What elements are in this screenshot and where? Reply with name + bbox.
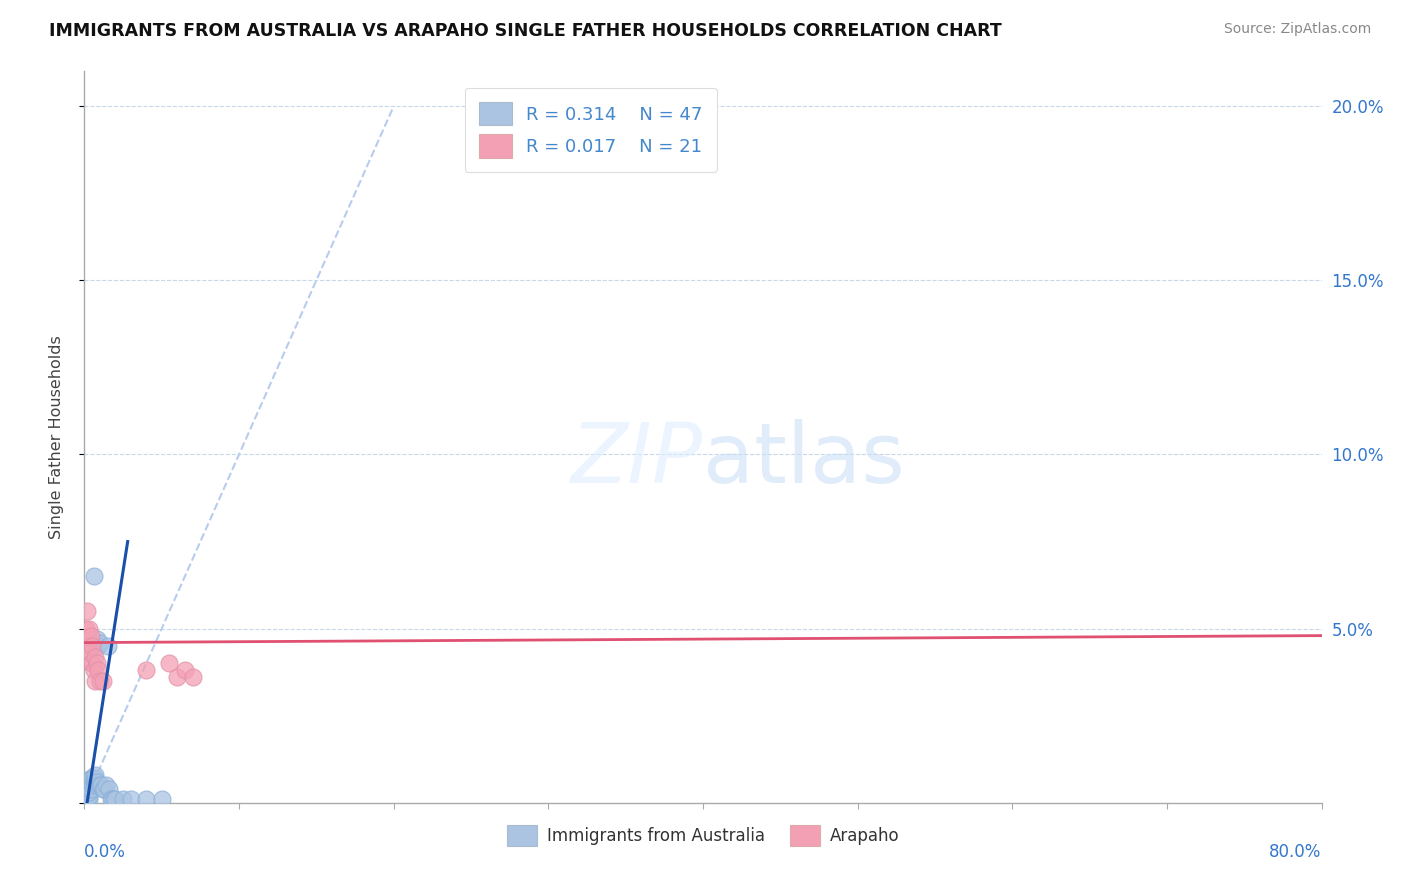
Point — [93, 781, 115, 796]
Point — [84, 775, 107, 789]
Point — [79, 781, 101, 796]
Point — [150, 792, 173, 806]
Point — [76, 789, 98, 803]
Text: 80.0%: 80.0% — [1270, 843, 1322, 861]
Point — [76, 604, 98, 618]
Point — [76, 792, 98, 806]
Point — [79, 775, 101, 789]
Point — [135, 664, 157, 678]
Text: IMMIGRANTS FROM AUSTRALIA VS ARAPAHO SINGLE FATHER HOUSEHOLDS CORRELATION CHART: IMMIGRANTS FROM AUSTRALIA VS ARAPAHO SIN… — [49, 22, 1002, 40]
Point — [75, 792, 97, 806]
Legend: Immigrants from Australia, Arapaho: Immigrants from Australia, Arapaho — [501, 818, 905, 853]
Point — [75, 792, 97, 806]
Point — [89, 673, 111, 688]
Point — [96, 639, 118, 653]
Point — [77, 781, 100, 796]
Point — [112, 792, 135, 806]
Point — [100, 792, 122, 806]
Point — [94, 778, 117, 792]
Y-axis label: Single Father Households: Single Father Households — [49, 335, 63, 539]
Point — [82, 639, 104, 653]
Point — [82, 772, 104, 786]
Point — [75, 792, 97, 806]
Point — [83, 664, 105, 678]
Point — [181, 670, 204, 684]
Text: 0.0%: 0.0% — [84, 843, 127, 861]
Point — [77, 785, 100, 799]
Text: atlas: atlas — [703, 418, 904, 500]
Point — [75, 792, 97, 806]
Point — [76, 785, 98, 799]
Point — [86, 657, 108, 671]
Point — [84, 768, 107, 782]
Point — [87, 664, 110, 678]
Point — [87, 639, 110, 653]
Point — [83, 569, 105, 583]
Point — [135, 792, 157, 806]
Point — [76, 639, 98, 653]
Point — [77, 646, 100, 660]
Point — [77, 778, 100, 792]
Point — [82, 657, 104, 671]
Point — [166, 670, 188, 684]
Text: Source: ZipAtlas.com: Source: ZipAtlas.com — [1223, 22, 1371, 37]
Point — [77, 622, 100, 636]
Point — [120, 792, 142, 806]
Point — [89, 635, 111, 649]
Point — [82, 639, 104, 653]
Point — [79, 629, 101, 643]
Point — [86, 778, 108, 792]
Point — [77, 789, 100, 803]
Point — [79, 657, 101, 671]
Point — [79, 772, 101, 786]
Point — [89, 778, 111, 792]
Point — [84, 772, 107, 786]
Point — [174, 664, 197, 678]
Point — [82, 778, 104, 792]
Point — [83, 775, 105, 789]
Point — [98, 781, 121, 796]
Point — [91, 673, 114, 688]
Point — [90, 778, 112, 792]
Point — [86, 632, 108, 646]
Point — [104, 792, 127, 806]
Point — [77, 792, 100, 806]
Point — [75, 622, 97, 636]
Point — [76, 792, 98, 806]
Point — [84, 649, 107, 664]
Point — [86, 775, 108, 789]
Point — [91, 781, 114, 796]
Point — [103, 792, 125, 806]
Point — [84, 673, 107, 688]
Point — [76, 789, 98, 803]
Text: ZIP: ZIP — [571, 418, 703, 500]
Point — [159, 657, 180, 671]
Point — [82, 775, 104, 789]
Point — [101, 792, 124, 806]
Point — [83, 772, 105, 786]
